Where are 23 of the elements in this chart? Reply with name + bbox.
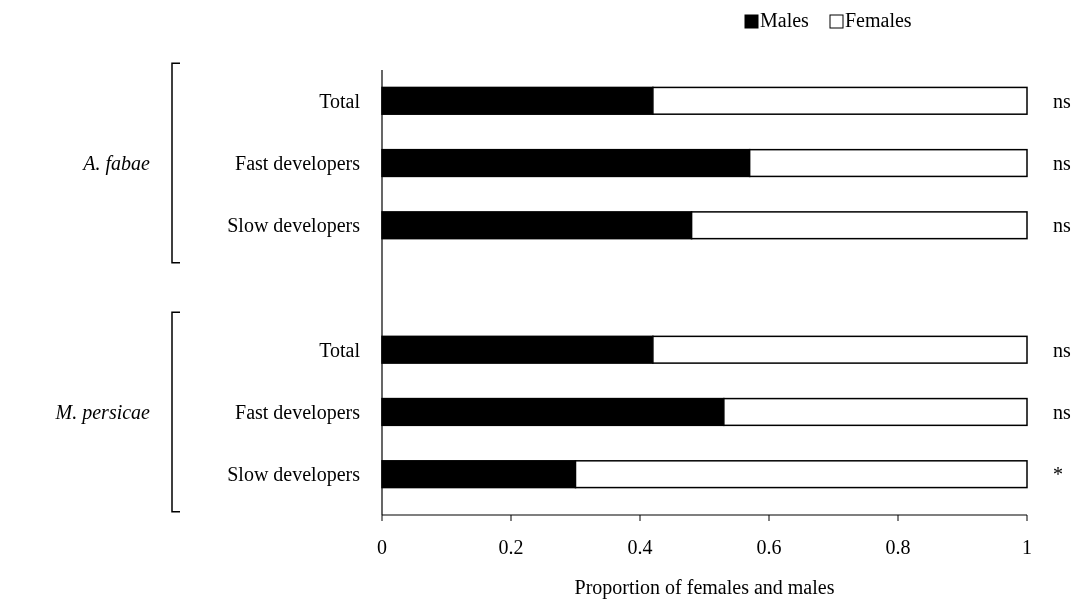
- text: A. fabae: [81, 152, 151, 176]
- x-tick-label: 0.2: [498, 536, 524, 558]
- y-tick-label: Fast developers: [235, 152, 361, 176]
- x-tick-label: 0.8: [885, 536, 911, 558]
- data-label: ns: [1053, 152, 1071, 175]
- data-label: ns: [1053, 89, 1071, 112]
- y-tick-label: Slow developers: [227, 463, 361, 487]
- data-label: ns: [1053, 214, 1071, 237]
- text: M. persicae: [54, 400, 151, 424]
- y-tick-label: Total: [319, 89, 361, 112]
- x-tick-label: 0: [377, 536, 387, 558]
- y-tick-label: Total: [319, 338, 361, 361]
- y-tick-label: Fast developers: [235, 400, 361, 424]
- legend-label: Males: [760, 9, 810, 31]
- x-axis-title: Proportion of females and males: [574, 576, 835, 599]
- x-tick-label: 0.6: [756, 536, 782, 558]
- data-label: ns: [1053, 338, 1071, 361]
- data-label: ns: [1053, 400, 1071, 423]
- data-label: *: [1053, 463, 1063, 486]
- x-tick-label: 1: [1022, 536, 1032, 558]
- x-tick-label: 0.4: [627, 536, 653, 558]
- y-tick-label: Slow developers: [227, 214, 361, 238]
- legend-label: Females: [845, 9, 912, 31]
